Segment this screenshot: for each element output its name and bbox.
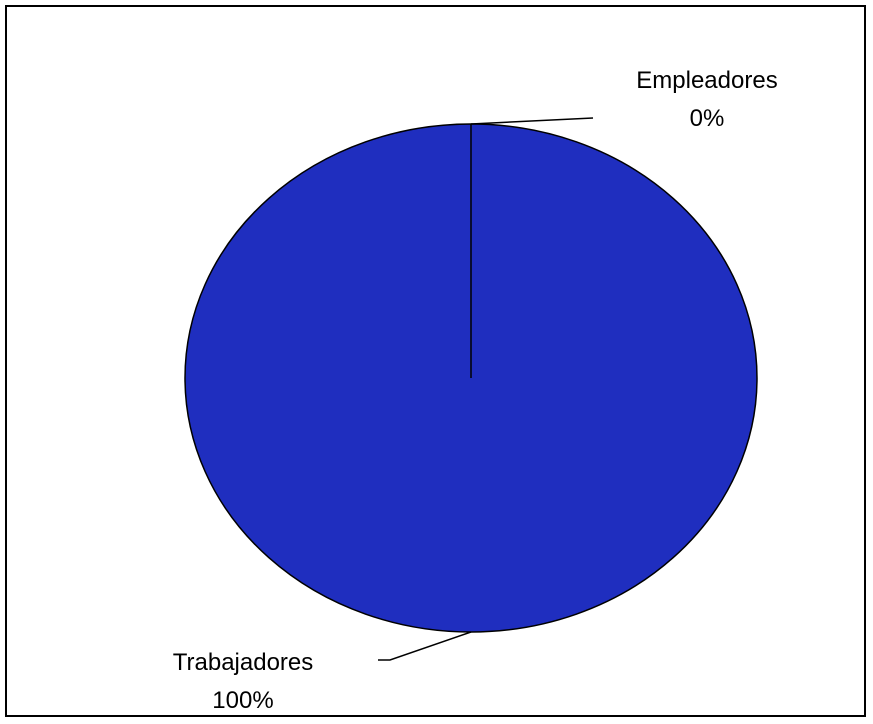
slice-percent-empleadores: 0%	[690, 105, 725, 132]
pie-slices	[184, 123, 758, 633]
slice-percent-trabajadores: 100%	[212, 687, 273, 714]
slice-label-trabajadores: Trabajadores	[173, 649, 314, 676]
leader-line-empleadores	[470, 117, 594, 125]
leader-lines	[378, 117, 594, 661]
slice-label-empleadores: Empleadores	[636, 67, 777, 94]
leader-line-trabajadores	[378, 631, 472, 661]
slice-labels: Empleadores 0% Trabajadores 100%	[173, 67, 778, 714]
